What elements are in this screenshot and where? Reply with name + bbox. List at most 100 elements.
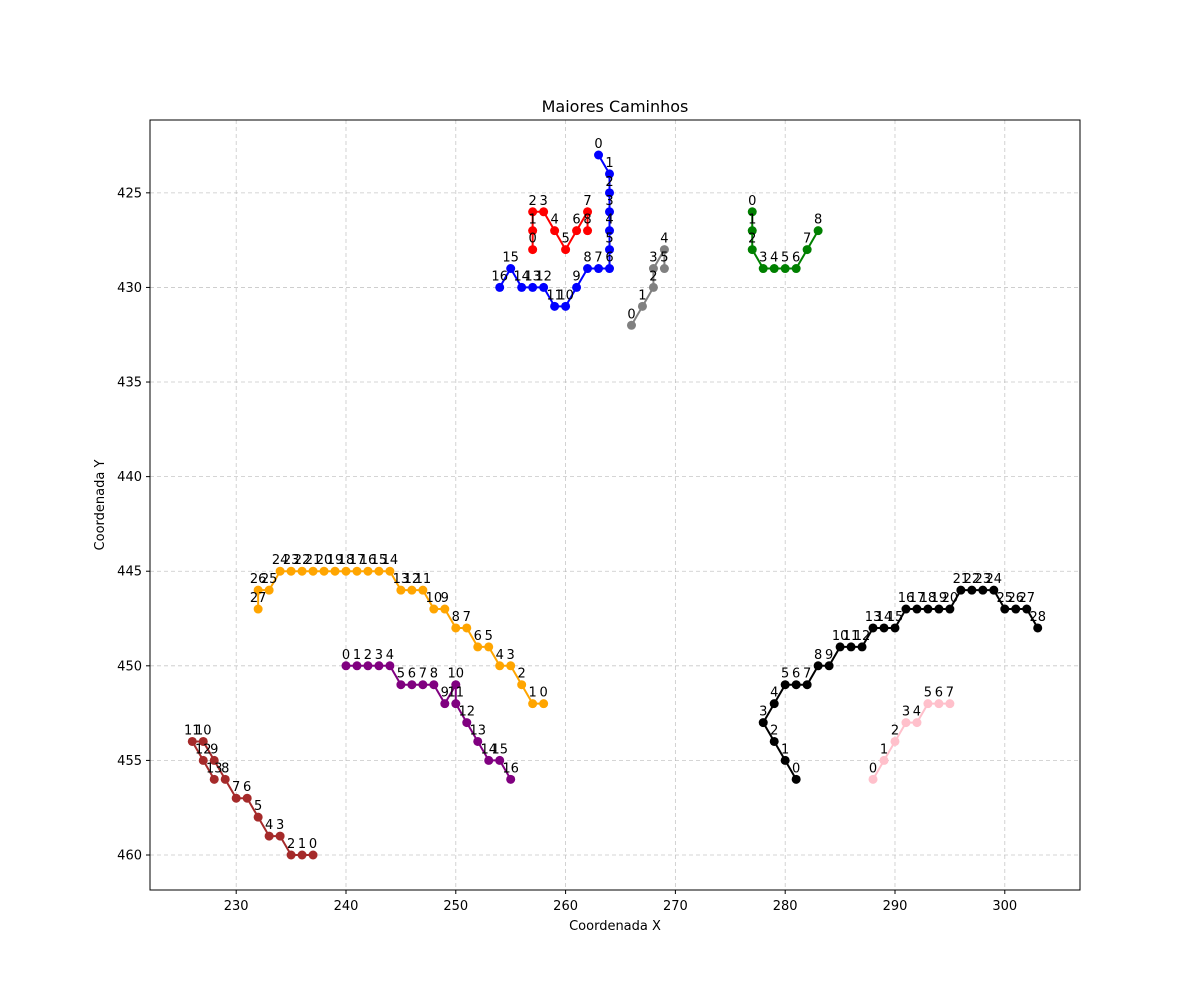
point-label: 2 [287, 837, 295, 852]
point-label: 8 [452, 610, 460, 625]
point-label: 26 [250, 572, 267, 587]
point-label: 18 [920, 591, 937, 606]
point-label: 11 [843, 629, 860, 644]
point-label: 19 [327, 553, 344, 568]
point-label: 10 [448, 667, 465, 682]
point-label: 5 [660, 251, 668, 266]
data-point [572, 282, 582, 292]
data-point [440, 699, 450, 709]
data-point [901, 604, 911, 614]
point-label: 0 [627, 307, 635, 322]
point-label: 4 [660, 232, 668, 247]
point-label: 11 [546, 288, 563, 303]
point-label: 0 [342, 648, 350, 663]
point-label: 8 [814, 648, 822, 663]
point-label: 16 [491, 269, 508, 284]
data-point [506, 661, 516, 671]
point-label: 19 [931, 591, 948, 606]
data-point [253, 812, 263, 822]
data-point [473, 642, 483, 652]
data-point [626, 320, 636, 330]
point-label: 3 [759, 251, 767, 266]
data-point [879, 623, 889, 633]
data-point [824, 661, 834, 671]
point-label: 25 [261, 572, 278, 587]
data-point [561, 301, 571, 311]
plot-frame [149, 119, 1081, 891]
data-point [209, 774, 219, 784]
point-label: 10 [832, 629, 849, 644]
point-label: 5 [605, 232, 613, 247]
series-5 [341, 661, 516, 784]
data-point [330, 566, 340, 576]
point-label: 3 [507, 648, 515, 663]
point-label: 12 [458, 705, 475, 720]
data-point [945, 604, 955, 614]
data-point [286, 850, 296, 860]
data-point [594, 264, 604, 274]
data-point [198, 755, 208, 765]
data-point [659, 264, 669, 274]
data-point [506, 774, 516, 784]
point-label: 4 [496, 648, 504, 663]
data-point [495, 282, 505, 292]
data-point [572, 226, 582, 236]
data-point [407, 680, 417, 690]
point-label: 12 [404, 572, 421, 587]
point-label: 12 [195, 742, 212, 757]
data-point [385, 661, 395, 671]
data-point [956, 585, 966, 595]
point-label: 13 [524, 269, 541, 284]
point-label: 6 [792, 251, 800, 266]
data-point [637, 301, 647, 311]
data-point [857, 642, 867, 652]
data-point [583, 264, 593, 274]
point-label: 1 [298, 837, 306, 852]
data-point [605, 169, 615, 179]
data-point [769, 699, 779, 709]
data-point [242, 793, 252, 803]
point-label: 16 [502, 761, 519, 776]
point-label: 5 [397, 667, 405, 682]
data-point [297, 850, 307, 860]
data-point [901, 718, 911, 728]
point-label: 2 [748, 232, 756, 247]
point-label: 22 [294, 553, 311, 568]
data-point [605, 188, 615, 198]
point-label: 4 [770, 686, 778, 701]
y-tick-label: 435 [117, 376, 142, 391]
axis-ticks: 230 240 250 260 270 280 290 3004254304354404454… [117, 186, 1017, 914]
point-label: 1 [605, 156, 613, 171]
data-point [286, 566, 296, 576]
data-point [308, 566, 318, 576]
point-label: 24 [986, 572, 1003, 587]
data-point [539, 699, 549, 709]
point-label: 4 [386, 648, 394, 663]
point-label: 5 [561, 232, 569, 247]
x-tick-label: 300 [992, 899, 1017, 914]
data-point [187, 736, 197, 746]
data-point [791, 680, 801, 690]
data-point [868, 774, 878, 784]
point-label: 7 [946, 686, 954, 701]
series-3 [747, 207, 823, 274]
data-point [769, 736, 779, 746]
data-point [978, 585, 988, 595]
point-label: 27 [1018, 591, 1035, 606]
point-label: 2 [518, 667, 526, 682]
y-tick-label: 450 [117, 659, 142, 674]
point-label: 3 [759, 705, 767, 720]
series-6 [187, 736, 318, 860]
y-tick-label: 455 [117, 754, 142, 769]
point-label: 23 [975, 572, 992, 587]
data-point [780, 755, 790, 765]
data-point [890, 736, 900, 746]
point-label: 9 [825, 648, 833, 663]
point-label: 11 [184, 723, 201, 738]
point-label: 5 [924, 686, 932, 701]
data-point [912, 718, 922, 728]
point-label: 1 [353, 648, 361, 663]
data-point [934, 604, 944, 614]
data-point [550, 226, 560, 236]
